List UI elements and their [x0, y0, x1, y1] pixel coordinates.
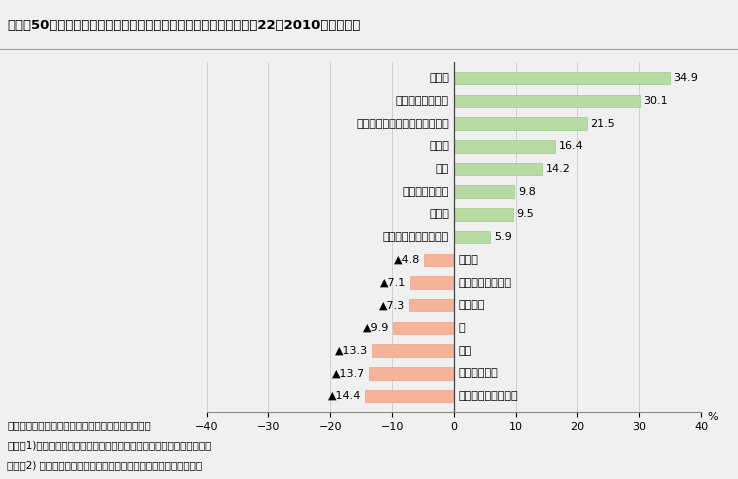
Text: 14.2: 14.2: [545, 164, 570, 174]
Bar: [454, 231, 490, 243]
Text: ▲7.1: ▲7.1: [380, 277, 407, 287]
Text: ビール: ビール: [429, 209, 449, 219]
Text: ▲9.9: ▲9.9: [362, 323, 389, 333]
Bar: [409, 299, 454, 311]
Text: ゼリー: ゼリー: [429, 141, 449, 151]
Text: 牛肉: 牛肉: [459, 346, 472, 355]
Bar: [454, 95, 640, 107]
Text: 梅干し: 梅干し: [429, 73, 449, 83]
Bar: [393, 322, 454, 334]
Text: 他のめん類（外食）: 他のめん類（外食）: [459, 391, 518, 401]
Text: 9.5: 9.5: [517, 209, 534, 219]
Text: 2) 数値は全国・二人以上の世帯の実質消費支出の前年同月比: 2) 数値は全国・二人以上の世帯の実質消費支出の前年同月比: [7, 460, 202, 470]
Text: アイスクリーム・シャーベット: アイスクリーム・シャーベット: [356, 119, 449, 128]
Text: 中華そば（外食）: 中華そば（外食）: [459, 277, 512, 287]
Text: 食パン: 食パン: [459, 255, 479, 265]
Bar: [454, 185, 514, 198]
Text: ▲7.3: ▲7.3: [379, 300, 405, 310]
Bar: [372, 344, 454, 357]
Text: うなぎのかば焼き: うなぎのかば焼き: [396, 96, 449, 106]
Text: ▲14.4: ▲14.4: [328, 391, 361, 401]
Bar: [424, 253, 454, 266]
Text: 生鮮魚介: 生鮮魚介: [459, 300, 486, 310]
Text: ▲13.3: ▲13.3: [335, 346, 368, 355]
Text: 図１－50　猛暑の影響で消費支出が大きく増減した食料品等（平成22（2010）年８月）: 図１－50 猛暑の影響で消費支出が大きく増減した食料品等（平成22（2010）年…: [7, 19, 361, 32]
Bar: [410, 276, 454, 289]
Bar: [454, 208, 513, 221]
Text: %: %: [707, 412, 718, 422]
Text: 34.9: 34.9: [673, 73, 698, 83]
Bar: [454, 72, 669, 84]
Text: 30.1: 30.1: [644, 96, 668, 106]
Text: 発泡酒・その他の酒等: 発泡酒・その他の酒等: [383, 232, 449, 242]
Text: 9.8: 9.8: [518, 187, 536, 197]
Bar: [369, 367, 454, 379]
Text: 5.9: 5.9: [494, 232, 511, 242]
Bar: [454, 117, 587, 130]
Text: 飲料: 飲料: [435, 164, 449, 174]
Text: ▲13.7: ▲13.7: [332, 368, 365, 378]
Text: 21.5: 21.5: [590, 119, 615, 128]
Bar: [365, 390, 454, 402]
Bar: [454, 163, 542, 175]
Text: 16.4: 16.4: [559, 141, 584, 151]
Text: 注：1)「他のめん類」は、うどん、日本そば、中華そば以外のめん類: 注：1)「他のめん類」は、うどん、日本そば、中華そば以外のめん類: [7, 440, 212, 450]
Bar: [454, 140, 555, 152]
Text: 米: 米: [459, 323, 466, 333]
Text: 乾うどん・そば: 乾うどん・そば: [402, 187, 449, 197]
Text: ▲4.8: ▲4.8: [394, 255, 421, 265]
Text: すし（外食）: すし（外食）: [459, 368, 499, 378]
Text: 資料：総務省「家計調査」を基に農林水産省で作成: 資料：総務省「家計調査」を基に農林水産省で作成: [7, 420, 151, 430]
